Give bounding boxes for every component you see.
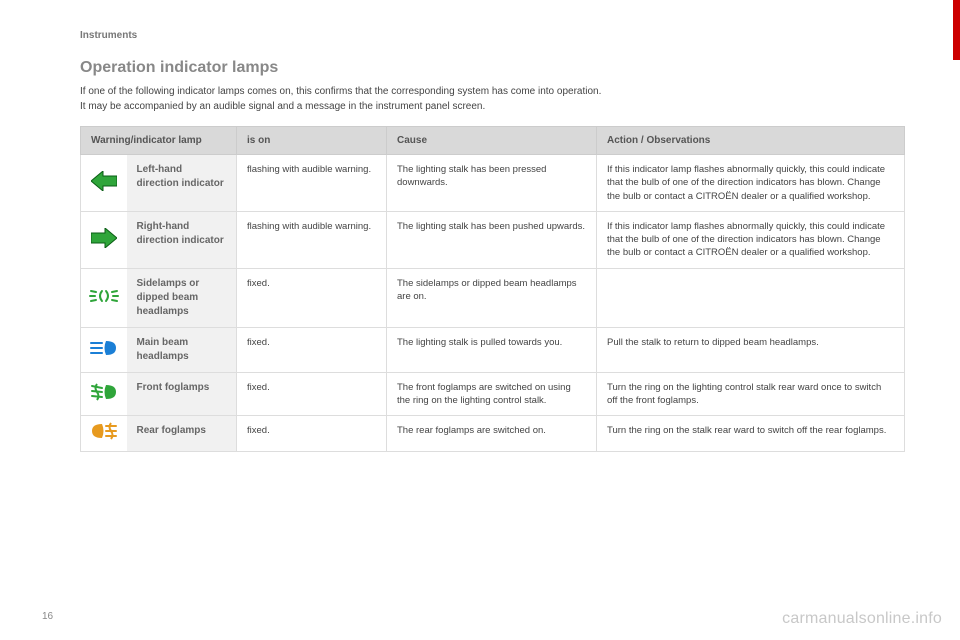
indicator-table: Warning/indicator lamp is on Cause Actio… (80, 126, 905, 452)
table-row: Front foglampsfixed.The front foglamps a… (81, 372, 905, 416)
lamp-label: Main beam headlamps (127, 327, 237, 372)
is-on-cell: fixed. (237, 372, 387, 416)
cause-cell: The rear foglamps are switched on. (387, 416, 597, 451)
table-row: Rear foglampsfixed.The rear foglamps are… (81, 416, 905, 451)
left-arrow-icon (81, 155, 127, 212)
table-row: Main beam headlampsfixed.The lighting st… (81, 327, 905, 372)
is-on-cell: fixed. (237, 416, 387, 451)
action-cell: Turn the ring on the lighting control st… (597, 372, 905, 416)
lamp-label: Right-hand direction indicator (127, 211, 237, 268)
action-cell: If this indicator lamp flashes abnormall… (597, 211, 905, 268)
is-on-cell: fixed. (237, 327, 387, 372)
front-fog-icon (81, 372, 127, 416)
sidelamps-icon (81, 268, 127, 327)
is-on-cell: flashing with audible warning. (237, 155, 387, 212)
table-row: Sidelamps or dipped beam headlampsfixed.… (81, 268, 905, 327)
col-action: Action / Observations (597, 127, 905, 155)
cause-cell: The lighting stalk has been pressed down… (387, 155, 597, 212)
lamp-label: Left-hand direction indicator (127, 155, 237, 212)
action-cell: Turn the ring on the stalk rear ward to … (597, 416, 905, 451)
rear-fog-icon (81, 416, 127, 451)
section-label: Instruments (80, 30, 905, 41)
right-arrow-icon (81, 211, 127, 268)
col-lamp: Warning/indicator lamp (81, 127, 237, 155)
col-cause: Cause (387, 127, 597, 155)
accent-stripe (953, 0, 960, 60)
table-row: Left-hand direction indicatorflashing wi… (81, 155, 905, 212)
page-heading: Operation indicator lamps (80, 59, 905, 77)
lamp-label: Rear foglamps (127, 416, 237, 451)
intro-line-1: If one of the following indicator lamps … (80, 86, 601, 97)
watermark: carmanualsonline.info (782, 610, 942, 628)
table-body: Left-hand direction indicatorflashing wi… (81, 155, 905, 452)
action-cell: If this indicator lamp flashes abnormall… (597, 155, 905, 212)
cause-cell: The sidelamps or dipped beam headlamps a… (387, 268, 597, 327)
cause-cell: The lighting stalk has been pushed upwar… (387, 211, 597, 268)
main-beam-icon (81, 327, 127, 372)
intro-line-2: It may be accompanied by an audible sign… (80, 101, 485, 112)
cause-cell: The front foglamps are switched on using… (387, 372, 597, 416)
is-on-cell: flashing with audible warning. (237, 211, 387, 268)
col-is-on: is on (237, 127, 387, 155)
cause-cell: The lighting stalk is pulled towards you… (387, 327, 597, 372)
table-row: Right-hand direction indicatorflashing w… (81, 211, 905, 268)
is-on-cell: fixed. (237, 268, 387, 327)
action-cell: Pull the stalk to return to dipped beam … (597, 327, 905, 372)
page-number: 16 (42, 611, 53, 622)
lamp-label: Sidelamps or dipped beam headlamps (127, 268, 237, 327)
page-content: Instruments Operation indicator lamps If… (0, 0, 960, 452)
intro-text: If one of the following indicator lamps … (80, 85, 905, 114)
table-header-row: Warning/indicator lamp is on Cause Actio… (81, 127, 905, 155)
lamp-label: Front foglamps (127, 372, 237, 416)
action-cell (597, 268, 905, 327)
